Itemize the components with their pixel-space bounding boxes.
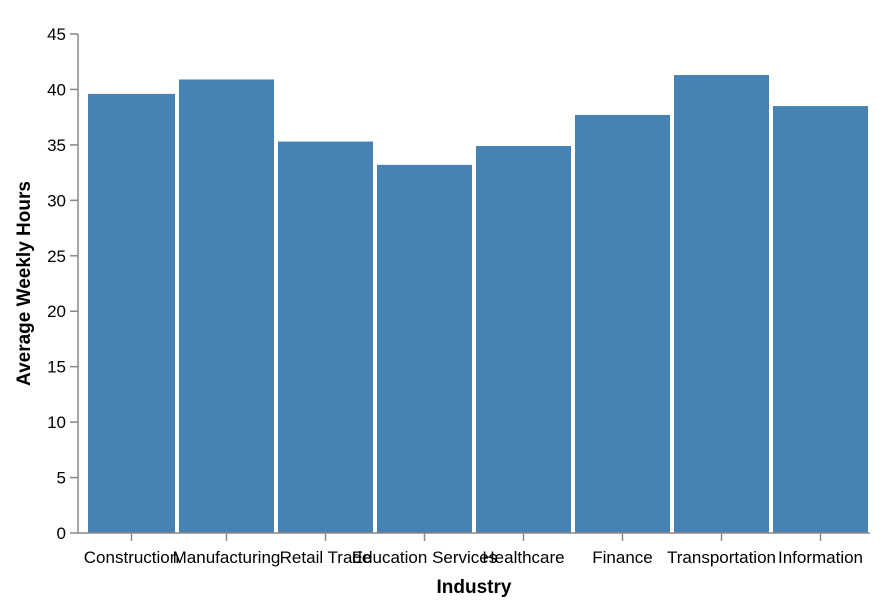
- bars-group: [88, 75, 868, 534]
- x-tick-label: Transportation: [667, 548, 776, 567]
- y-tick-label: 40: [47, 80, 66, 99]
- x-tick-label: Information: [778, 548, 863, 567]
- bar-construction: [88, 93, 175, 533]
- x-tick-label: Construction: [84, 548, 179, 567]
- y-tick-label: 5: [57, 469, 66, 488]
- y-tick-label: 10: [47, 413, 66, 432]
- y-tick-label: 45: [47, 25, 66, 44]
- y-tick-label: 25: [47, 247, 66, 266]
- x-tick-label: Retail Trade: [280, 548, 372, 567]
- bar-manufacturing: [179, 79, 274, 533]
- bar-transportation: [674, 75, 769, 533]
- bar-education-services: [377, 164, 472, 534]
- y-axis-title: Average Weekly Hours: [14, 181, 35, 386]
- y-tick-label: 35: [47, 136, 66, 155]
- x-axis-title: Industry: [437, 577, 512, 598]
- bar-finance: [575, 114, 670, 534]
- bar-information: [773, 106, 868, 534]
- y-axis: 0 5 10 15 20 25 30 35 40 45: [47, 25, 79, 543]
- y-tick-label: 30: [47, 191, 66, 210]
- x-tick-label: Education Services: [352, 548, 498, 567]
- bar-retail-trade: [278, 141, 373, 533]
- x-tick-label: Healthcare: [482, 548, 564, 567]
- y-tick-label: 0: [57, 524, 66, 543]
- y-tick-label: 20: [47, 302, 66, 321]
- y-tick-label: 15: [47, 358, 66, 377]
- x-tick-label: Manufacturing: [173, 548, 281, 567]
- x-tick-label: Finance: [592, 548, 652, 567]
- bar-healthcare: [476, 145, 571, 533]
